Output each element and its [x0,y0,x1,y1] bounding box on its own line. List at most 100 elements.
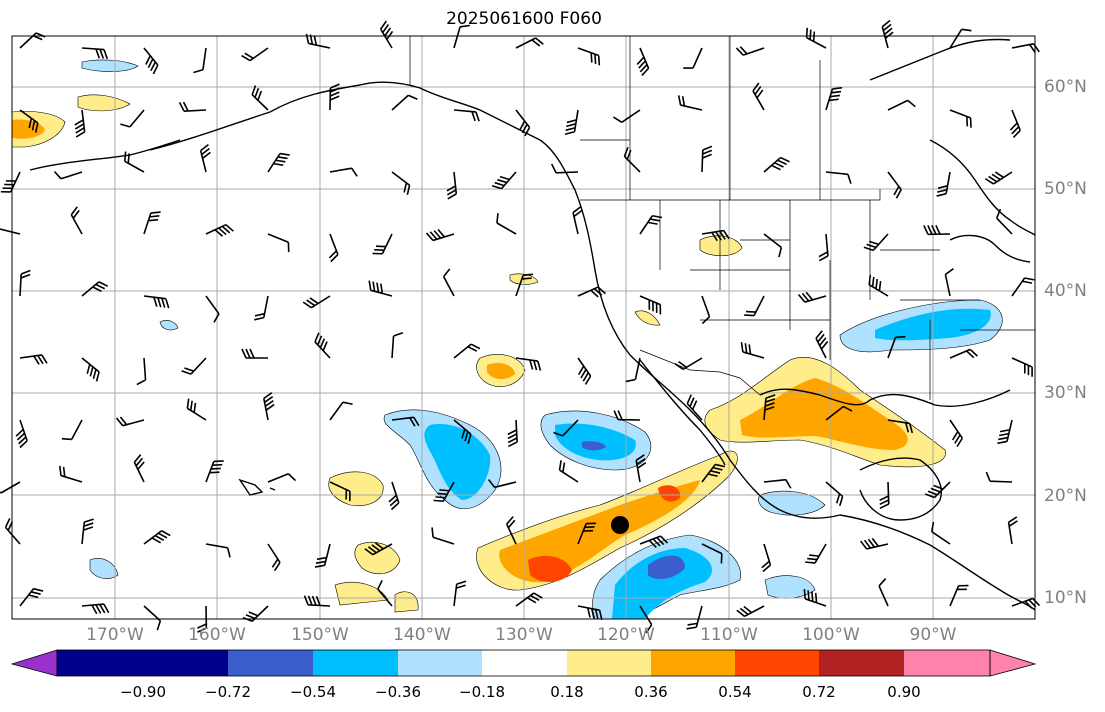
wind-barb [81,357,100,382]
wind-barb [879,481,890,510]
wind-barb [761,543,772,573]
wind-barb [815,330,829,359]
wind-barb [995,208,1013,235]
wind-barb [763,233,783,258]
wind-barb [379,20,394,49]
wind-barb [254,295,269,321]
wind-barb [639,535,669,548]
wind-barb [558,460,579,483]
wind-barb [936,171,951,197]
wind-barb [825,405,853,421]
wind-barb [81,281,109,297]
wind-barb [701,295,711,325]
colorbar-bin [819,650,904,676]
wind-barb [577,357,592,385]
wind-barb [740,342,765,359]
wind-barb [487,479,517,489]
wind-barb [61,419,83,441]
wind-barb [701,229,730,242]
wind-barb [19,587,44,607]
warm-blob-mid-core [487,363,515,380]
wind-barb [984,171,1013,185]
wind-barb [683,47,703,69]
baja [639,359,726,466]
wind-barb [553,419,579,437]
wind-barb [1009,109,1021,139]
wind-barb [701,463,726,483]
us-mexico-border [639,349,761,396]
wind-barb [205,543,231,558]
wind-barb [572,206,583,235]
cool-blob-south-deep [648,555,685,580]
cool-blob-east-deep [582,441,606,451]
wind-barb [305,33,331,49]
wind-barb [674,357,703,371]
wind-barb [136,357,147,386]
wind-barb [143,605,162,631]
lat-label: 10°N [1044,588,1087,608]
wind-barb [1011,597,1041,609]
wind-barb [949,348,978,359]
lat-lon-grid [12,36,1035,619]
lat-label: 30°N [1044,383,1087,403]
wind-barb [612,109,641,123]
warm-blob-ak [77,94,131,112]
wind-barb [193,47,207,74]
wind-barb [577,522,597,545]
wind-barb [431,527,455,545]
wind-barb [442,268,455,297]
wind-barb [241,348,268,359]
wind-barb [120,109,145,128]
wind-barb [868,274,889,297]
wind-barb [364,542,393,556]
wind-barb [515,592,543,607]
gulf-coast [759,388,1011,407]
wind-barb [949,109,972,128]
yucatan [859,457,942,521]
wind-barb [515,273,534,297]
wind-barb [446,171,458,200]
wind-barb [825,171,852,184]
colorbar [10,649,1037,677]
wind-barb [205,223,234,237]
wind-barb [53,170,83,180]
wind-barb [825,86,843,111]
colorbar-bin [57,650,143,676]
wind-barb [701,145,713,173]
wind-barb [19,354,48,365]
wind-barb [577,47,601,66]
wind-barb [949,28,972,49]
wind-barb [635,454,647,483]
colorbar-bin [313,650,398,676]
wind-barb [878,578,889,607]
wind-barb [453,580,467,607]
wind-barb [391,331,404,359]
colorbar-tick-label: −0.18 [459,683,505,701]
wind-barb [825,481,844,507]
wind-barb [0,171,21,193]
hot-core-1 [528,555,572,582]
wind-barb [186,398,207,421]
wind-barb [639,605,653,634]
wind-barb [686,394,703,421]
wind-barb [74,109,86,138]
wind-barb [329,167,358,177]
colorbar-extend-low [10,649,58,677]
wind-barb [143,211,161,235]
lon-label: 110°W [700,625,758,645]
lat-label: 40°N [1044,281,1087,301]
wind-barb [0,481,21,494]
wind-barb [797,291,827,303]
wind-barb [515,37,544,49]
lon-label: 90°W [909,625,957,645]
colorbar-bin [651,650,735,676]
storm-center-marker [611,516,629,534]
colorbar-tick-label: 0.90 [887,683,921,701]
wind-barb [550,163,579,174]
wind-barb [205,460,224,483]
wind-barbs [0,19,1041,634]
cool-blob-mx [758,490,826,516]
wind-barb [577,605,603,620]
wind-barb [860,537,889,550]
wind-barb [623,146,641,173]
